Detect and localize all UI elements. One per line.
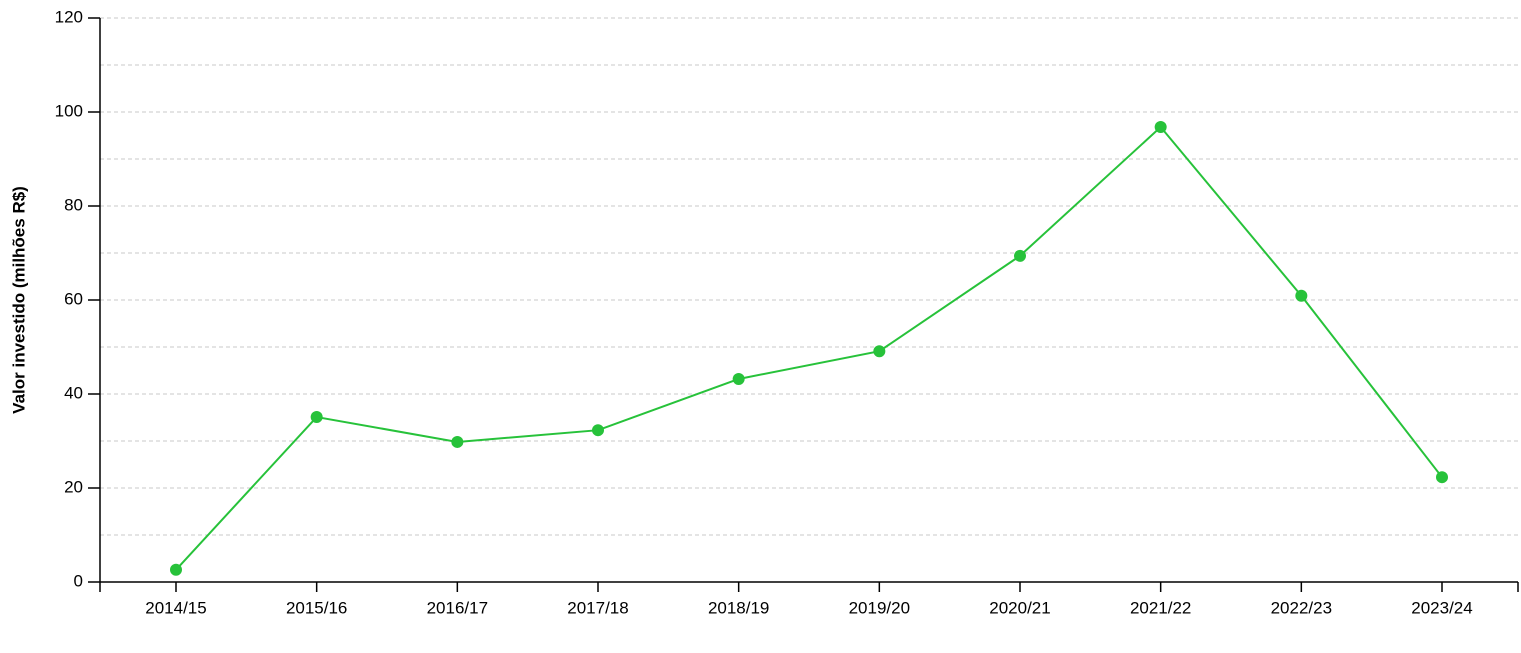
x-tick-label: 2021/22 bbox=[1130, 598, 1191, 617]
y-tick-label: 60 bbox=[64, 289, 83, 308]
x-tick-label: 2016/17 bbox=[427, 598, 488, 617]
y-tick-label: 0 bbox=[74, 571, 83, 590]
data-point bbox=[873, 345, 886, 358]
x-tick-label: 2020/21 bbox=[989, 598, 1050, 617]
y-tick-label: 20 bbox=[64, 477, 83, 496]
y-tick-label: 100 bbox=[55, 101, 83, 120]
x-tick-label: 2023/24 bbox=[1411, 598, 1472, 617]
data-point bbox=[732, 372, 745, 385]
data-point bbox=[310, 411, 323, 424]
data-point bbox=[1154, 121, 1167, 134]
series-line bbox=[175, 125, 1443, 571]
x-tick-label: 2015/16 bbox=[286, 598, 347, 617]
data-point bbox=[1436, 471, 1448, 484]
data-point bbox=[1014, 249, 1026, 262]
data-point bbox=[592, 424, 604, 437]
x-tick-label: 2017/18 bbox=[567, 598, 628, 617]
data-point bbox=[170, 563, 182, 576]
x-tick-label: 2018/19 bbox=[708, 598, 769, 617]
y-tick-label: 80 bbox=[64, 195, 83, 214]
x-tick-label: 2014/15 bbox=[145, 598, 206, 617]
data-point bbox=[451, 435, 464, 448]
y-tick-label: 120 bbox=[55, 7, 83, 26]
y-tick-label: 40 bbox=[64, 383, 83, 402]
x-tick-label: 2022/23 bbox=[1271, 598, 1332, 617]
y-axis-label: Valor investido (milhões R$) bbox=[9, 186, 28, 414]
x-tick-label: 2019/20 bbox=[849, 598, 910, 617]
data-point bbox=[1295, 289, 1308, 302]
